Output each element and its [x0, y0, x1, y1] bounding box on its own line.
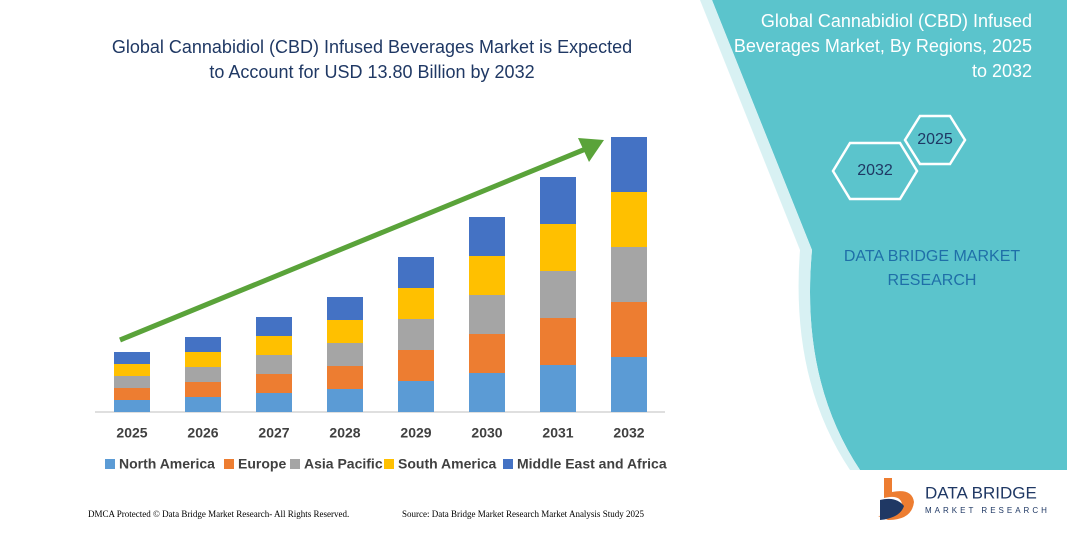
legend-swatch	[105, 459, 115, 469]
legend-label: South America	[398, 456, 496, 472]
bar-segment	[327, 297, 363, 320]
logo-text: DATA BRIDGE	[925, 483, 1037, 502]
brand-text: DATA BRIDGE MARKET	[844, 248, 1021, 265]
bar-segment	[185, 337, 221, 352]
bar-segment	[327, 389, 363, 412]
hexagon	[903, 114, 967, 166]
bar-segment	[611, 247, 647, 302]
bar-segment	[469, 373, 505, 412]
bar-segment	[398, 350, 434, 381]
bar-segment	[114, 376, 150, 388]
bar-segment	[469, 295, 505, 334]
bar-segment	[398, 319, 434, 350]
legend-label: Middle East and Africa	[517, 456, 667, 472]
chart-title: Global Cannabidiol (CBD) Infused Beverag…	[112, 37, 632, 57]
bar-segment	[540, 177, 576, 224]
x-tick-label: 2029	[400, 425, 431, 441]
x-tick-label: 2030	[471, 425, 502, 441]
bar-segment	[114, 400, 150, 412]
panel-title: Beverages Market, By Regions, 2025	[734, 36, 1032, 56]
bar-segment	[327, 366, 363, 389]
bar-segment	[256, 374, 292, 393]
trend-arrow	[119, 145, 589, 343]
panel-title: to 2032	[972, 61, 1032, 81]
bar-segment	[327, 343, 363, 366]
bar-segment	[185, 397, 221, 412]
bar-segment	[611, 302, 647, 357]
bar-segment	[469, 217, 505, 256]
logo-subtext: MARKET RESEARCH	[925, 506, 1050, 515]
legend-swatch	[503, 459, 513, 469]
bar-segment	[540, 271, 576, 318]
hexagon-label: 2032	[857, 162, 893, 179]
bar-segment	[398, 381, 434, 412]
bar-segment	[469, 334, 505, 373]
legend-label: Asia Pacific	[304, 456, 383, 472]
legend-label: Europe	[238, 456, 286, 472]
logo-mark	[880, 498, 904, 520]
bar-segment	[114, 364, 150, 376]
bar-segment	[327, 320, 363, 343]
bar-segment	[611, 137, 647, 192]
bar-segment	[185, 352, 221, 367]
legend-swatch	[384, 459, 394, 469]
x-tick-label: 2028	[329, 425, 360, 441]
legend-swatch	[290, 459, 300, 469]
bar-segment	[256, 317, 292, 336]
footer-left: DMCA Protected © Data Bridge Market Rese…	[88, 509, 349, 519]
bar-segment	[611, 192, 647, 247]
bar-segment	[469, 256, 505, 295]
x-tick-label: 2027	[258, 425, 289, 441]
panel-title: Global Cannabidiol (CBD) Infused	[761, 11, 1032, 31]
x-tick-label: 2026	[187, 425, 218, 441]
hexagon-label: 2025	[917, 131, 953, 148]
bar-segment	[114, 388, 150, 400]
arrow-head	[578, 138, 604, 162]
logo-mark	[878, 478, 914, 520]
legend-label: North America	[119, 456, 215, 472]
bar-segment	[114, 352, 150, 364]
bar-segment	[540, 224, 576, 271]
x-tick-label: 2025	[116, 425, 147, 441]
bar-segment	[185, 367, 221, 382]
bar-segment	[398, 257, 434, 288]
x-tick-label: 2031	[542, 425, 573, 441]
bar-segment	[185, 382, 221, 397]
bar-segment	[540, 318, 576, 365]
legend-swatch	[224, 459, 234, 469]
bar-segment	[256, 336, 292, 355]
bar-segment	[540, 365, 576, 412]
bar-segment	[398, 288, 434, 319]
teal-panel	[712, 0, 1067, 470]
brand-text: RESEARCH	[888, 272, 977, 289]
hexagon	[831, 141, 919, 201]
footer-right: Source: Data Bridge Market Research Mark…	[402, 509, 644, 519]
chart-title: to Account for USD 13.80 Billion by 2032	[209, 62, 534, 82]
bar-segment	[611, 357, 647, 412]
bar-segment	[256, 393, 292, 412]
bar-segment	[256, 355, 292, 374]
x-tick-label: 2032	[613, 425, 644, 441]
